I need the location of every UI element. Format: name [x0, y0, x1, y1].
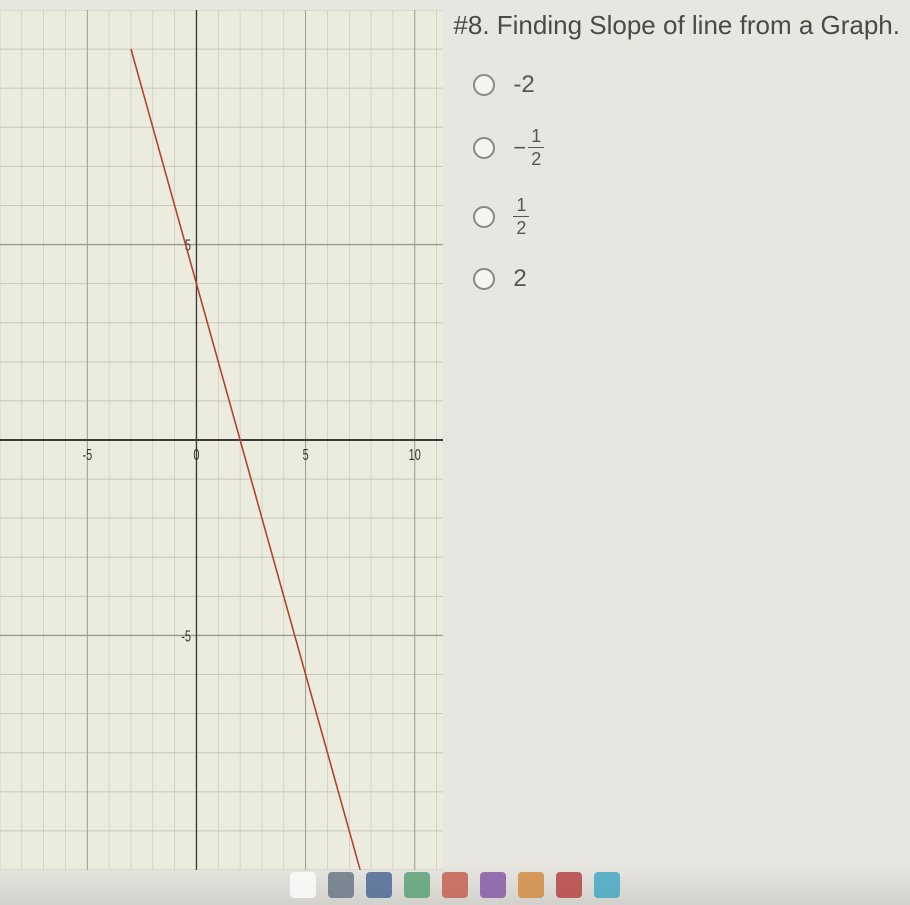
answer-options: -2 − 1 2 1 2	[473, 71, 900, 293]
fraction: 1 2	[513, 196, 529, 237]
option-c: 1 2	[473, 196, 900, 237]
option-d: 2	[473, 265, 900, 293]
app-icon[interactable]	[442, 872, 468, 898]
option-a-label: -2	[513, 71, 534, 99]
svg-text:-5: -5	[82, 446, 92, 464]
app-icon[interactable]	[328, 872, 354, 898]
svg-text:5: 5	[303, 446, 309, 464]
radio-b[interactable]	[473, 137, 495, 159]
app-icon[interactable]	[518, 872, 544, 898]
graph-container: -50510-55	[0, 10, 443, 870]
option-d-label: 2	[513, 265, 526, 293]
question-panel: #8. Finding Slope of line from a Graph. …	[443, 0, 910, 905]
page-content: -50510-55 #8. Finding Slope of line from…	[0, 0, 910, 905]
search-icon[interactable]	[290, 872, 316, 898]
question-title: #8. Finding Slope of line from a Graph.	[453, 10, 900, 41]
app-icon[interactable]	[404, 872, 430, 898]
option-b: − 1 2	[473, 127, 900, 168]
option-c-label: 1 2	[513, 196, 529, 237]
app-icon[interactable]	[594, 872, 620, 898]
radio-c[interactable]	[473, 206, 495, 228]
minus-icon: −	[513, 135, 526, 161]
option-b-label: − 1 2	[513, 127, 544, 168]
radio-a[interactable]	[473, 74, 495, 96]
radio-d[interactable]	[473, 268, 495, 290]
app-icon[interactable]	[480, 872, 506, 898]
app-icon[interactable]	[556, 872, 582, 898]
taskbar	[0, 865, 910, 905]
svg-text:10: 10	[409, 446, 421, 464]
svg-text:-5: -5	[181, 627, 191, 645]
fraction: 1 2	[528, 127, 544, 168]
slope-graph: -50510-55	[0, 10, 443, 870]
app-icon[interactable]	[366, 872, 392, 898]
option-a: -2	[473, 71, 900, 99]
svg-text:0: 0	[193, 446, 199, 464]
